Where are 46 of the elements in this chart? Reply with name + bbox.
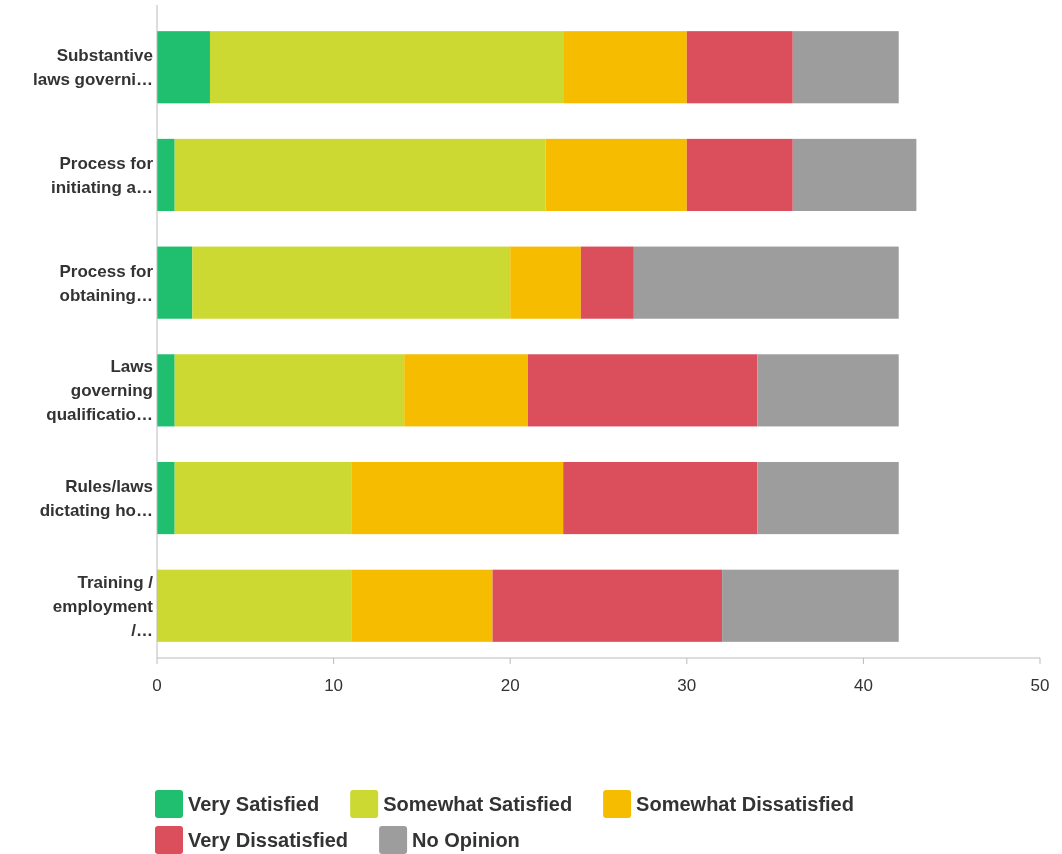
bar <box>174 461 352 535</box>
y-tick-label: Substantive laws governi… <box>33 46 153 90</box>
bar <box>792 138 917 212</box>
legend-label: Very Dissatisfied <box>188 829 349 851</box>
bar <box>510 246 581 319</box>
y-tick-label: Rules/laws dictating ho… <box>39 477 153 521</box>
bar <box>174 138 546 212</box>
bar <box>633 246 899 319</box>
bar <box>157 461 175 535</box>
bar <box>563 31 687 104</box>
bar <box>157 354 175 427</box>
bar <box>686 31 793 104</box>
y-tick-label: Process for obtaining… <box>59 261 154 305</box>
x-tick-label: 30 <box>677 676 697 695</box>
bar <box>757 354 899 427</box>
y-tick-label: Laws governing qualificatio… <box>46 357 153 425</box>
x-tick-label: 20 <box>500 676 520 695</box>
x-tick-label: 40 <box>853 676 873 695</box>
legend-label: Somewhat Dissatisfied <box>636 793 854 815</box>
bar <box>157 138 175 212</box>
bar <box>563 461 758 535</box>
bar <box>351 569 493 642</box>
bar <box>792 31 899 104</box>
legend-label: No Opinion <box>412 829 520 851</box>
bar <box>722 569 899 642</box>
bar <box>351 461 564 535</box>
x-tick-label: 0 <box>152 676 162 695</box>
y-tick-label: Process for initiating a… <box>51 153 154 197</box>
bar <box>757 461 899 535</box>
bar <box>192 246 511 319</box>
bar <box>157 31 210 104</box>
bar <box>580 246 634 319</box>
bar <box>209 31 564 104</box>
bar <box>545 138 687 212</box>
x-tick-label: 10 <box>324 676 344 695</box>
bar <box>157 246 193 319</box>
bar <box>492 569 723 642</box>
bar <box>404 354 528 427</box>
y-tick-label: Training / employment /… <box>52 572 154 640</box>
bar <box>527 354 758 427</box>
bar <box>157 569 352 642</box>
bar <box>174 354 405 427</box>
bar <box>686 138 793 212</box>
legend-label: Very Satisfied <box>188 793 320 815</box>
legend-label: Somewhat Satisfied <box>383 793 573 815</box>
x-tick-label: 50 <box>1030 676 1050 695</box>
